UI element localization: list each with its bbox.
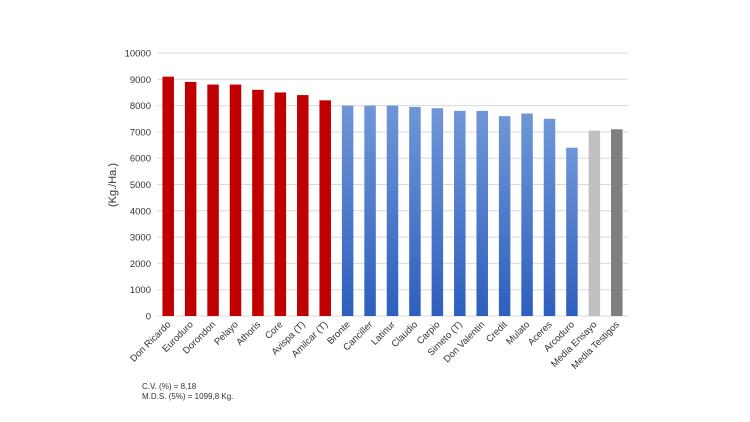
bar	[543, 118, 556, 316]
y-tick-label: 10000	[125, 49, 151, 60]
x-axis-categories: Don RicardoEuroduroDorondonPelayoAthoris…	[128, 319, 622, 372]
y-tick-label: 7000	[130, 127, 151, 138]
bar	[431, 108, 444, 316]
y-tick-label: 4000	[130, 206, 151, 217]
bars	[162, 76, 623, 317]
bar	[341, 105, 354, 316]
y-tick-label: 3000	[130, 233, 151, 244]
bar	[566, 147, 578, 316]
bar	[409, 106, 421, 316]
y-tick-label: 1000	[130, 285, 151, 296]
y-tick-label: 8000	[130, 101, 151, 112]
bar	[521, 113, 533, 317]
y-tick-label: 6000	[130, 154, 151, 165]
y-axis-ticks: 0 1000 2000 3000 4000 5000 6000 7000 8000 9000 100…	[125, 49, 151, 323]
category-label: Athoris	[234, 319, 263, 348]
bar	[162, 76, 174, 316]
bar	[588, 130, 601, 316]
bar	[207, 84, 219, 316]
bar	[252, 89, 264, 316]
bar	[386, 105, 399, 316]
bar	[297, 95, 309, 316]
bar	[476, 110, 488, 316]
bar	[229, 84, 242, 316]
bar	[611, 129, 623, 316]
bar	[319, 100, 331, 316]
y-tick-label: 0	[146, 312, 151, 323]
y-tick-label: 9000	[130, 75, 151, 86]
bar	[364, 105, 376, 316]
bar	[274, 92, 287, 316]
bar	[498, 116, 511, 317]
y-tick-label: 5000	[130, 180, 151, 191]
y-tick-label: 2000	[130, 259, 151, 270]
cv-annotation: C.V. (%) = 8,18	[142, 382, 197, 391]
bar	[184, 81, 197, 317]
y-axis-label: (Kg./Ha.)	[107, 163, 119, 207]
bar	[454, 110, 466, 316]
mds-annotation: M.D.S. (5%) = 1099,8 Kg.	[142, 392, 234, 401]
